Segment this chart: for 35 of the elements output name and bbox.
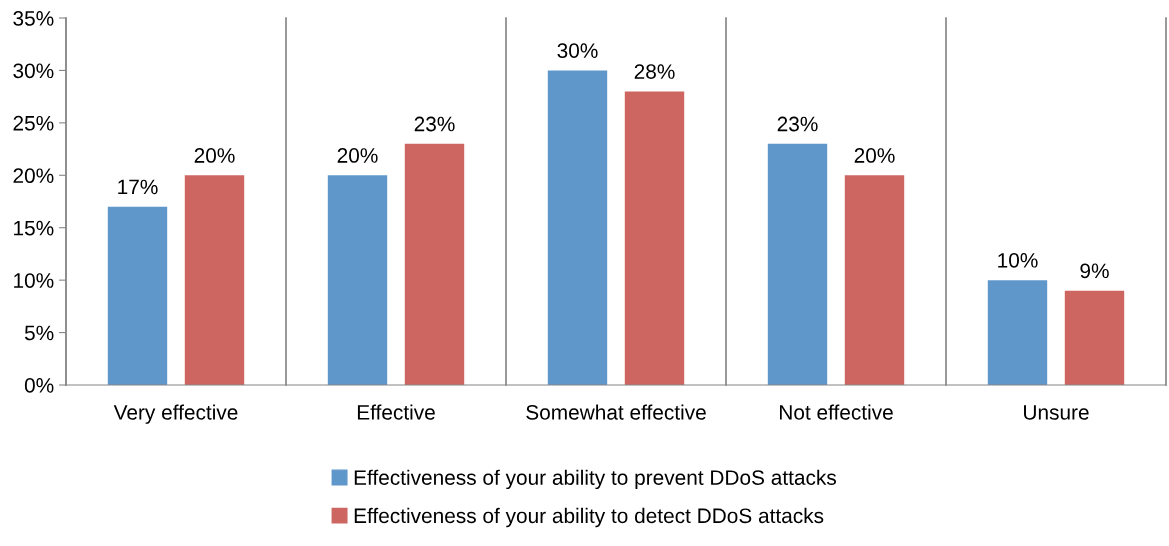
bar	[404, 143, 465, 385]
y-tick-label: 15%	[14, 220, 54, 236]
bar	[1064, 290, 1125, 385]
x-tick-label: Unsure	[1024, 405, 1089, 420]
y-tick-label: 35%	[13, 11, 54, 26]
bar	[844, 175, 905, 385]
data-label: 23%	[414, 116, 455, 132]
x-tick-label: Not effective	[780, 404, 893, 420]
data-label: 30%	[557, 43, 598, 58]
y-tick-label: 5%	[24, 325, 54, 341]
bar	[184, 175, 245, 385]
x-tick-label: Very effective	[113, 404, 238, 424]
bar	[624, 91, 685, 385]
x-tick-label: Effective	[357, 404, 435, 420]
bar	[987, 280, 1048, 385]
data-label: 28%	[634, 64, 675, 79]
data-label: 23%	[777, 116, 818, 132]
y-tick-label: 20%	[13, 168, 54, 184]
data-label: 20%	[194, 148, 235, 163]
legend-label: Effectiveness of your ability to detect DDoS attacks	[354, 507, 824, 528]
y-tick-label: 25%	[13, 115, 54, 131]
data-label: 20%	[854, 148, 895, 163]
data-label: 20%	[337, 148, 378, 163]
y-tick-label: 0%	[24, 378, 54, 393]
x-tick-label: Somewhat effective	[526, 404, 706, 420]
y-tick-label: 10%	[14, 273, 54, 288]
bar	[107, 206, 168, 385]
bar	[767, 143, 828, 385]
bar	[327, 175, 388, 385]
y-tick-label: 30%	[13, 63, 54, 79]
data-label: 17%	[118, 179, 158, 195]
data-label: 9%	[1080, 263, 1109, 279]
legend-label: Effectiveness of your ability to prevent DDoS attacks	[354, 469, 836, 490]
bar	[547, 70, 608, 385]
data-label: 10%	[998, 252, 1038, 268]
